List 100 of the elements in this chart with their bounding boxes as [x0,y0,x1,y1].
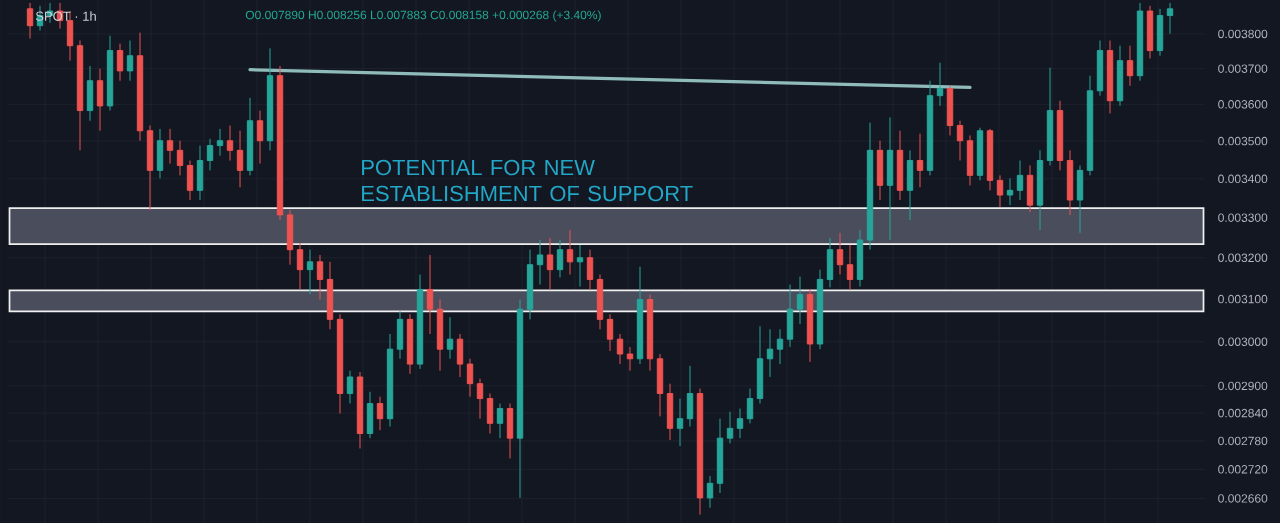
candlestick [426,254,434,335]
candlestick [1006,177,1014,206]
candlestick [506,403,514,459]
candlestick [746,388,754,424]
candlestick [776,328,784,365]
candlestick [1126,45,1134,87]
candlestick [646,293,654,372]
candlestick [586,249,594,290]
candlestick [456,333,464,378]
candlestick [876,140,884,201]
candlestick [926,80,934,176]
candlestick [766,328,774,378]
candlestick [556,239,564,278]
candlestick [716,418,724,494]
candlestick [326,261,334,330]
candlestick [436,299,444,372]
candlestick [1046,67,1054,166]
candlestick [396,310,404,360]
candlestick [916,133,924,188]
candlestick [846,244,854,290]
candlestick [86,65,94,122]
text: O0.007890 H0.008256 L0.007883 C0.008158 +0.000268 (+3.40%) [245,10,601,22]
y-tick-label: 0.002900 [1218,381,1268,391]
candlestick [76,39,84,151]
candlestick [1076,164,1084,234]
candlestick [306,249,314,295]
candlestick [676,398,684,447]
y-tick-label: 0.003000 [1218,337,1268,346]
candlestick [1066,149,1074,216]
candlestick [286,209,294,266]
candlestick [756,325,764,405]
candlestick [986,128,994,191]
candlestick [616,333,624,365]
candlestick [236,130,244,188]
candlestick [266,47,274,151]
candlestick [786,283,794,348]
candlestick [536,239,544,285]
candlestick [936,62,944,107]
candlestick [466,358,474,398]
candlestick [1096,39,1104,97]
candlestick [96,68,104,132]
y-tick-label: 0.003700 [1218,64,1268,73]
candlestick [26,2,34,40]
candlestick [316,254,324,301]
candlestick [1036,149,1044,231]
candlestick [866,122,874,251]
candlestick [836,232,844,276]
candlestick [336,313,344,415]
y-tick-label: 0.003200 [1218,253,1268,263]
candlestick [626,346,634,372]
candlestick [596,274,604,330]
candlestick [1026,164,1034,213]
band-label: POTENTIAL FOR NEW ESTABLISHMENT OF SUPPORT [362,159,693,202]
candlestick [256,110,264,165]
candlestick [226,125,234,162]
candlestick [826,237,834,288]
candlestick [1106,39,1114,114]
candlestick [206,138,214,171]
candlestick [996,174,1004,208]
candlestick [1136,2,1144,82]
candlestick [136,32,144,142]
candlestick [526,249,534,320]
candlestick [666,383,674,441]
candlestick [246,97,254,176]
y-tick-label: 0.003500 [1218,136,1268,146]
candlestick [126,39,134,82]
candlestick [546,237,554,290]
candlestick [386,333,394,427]
candlestick [476,378,484,420]
y-tick-label: 0.002780 [1218,436,1268,446]
candlestick [176,140,184,176]
y-tick-label: 0.003300 [1218,213,1268,222]
candlestick [216,128,224,157]
candlestick [496,403,504,439]
candlestick [796,276,804,325]
candlestick [806,288,814,363]
candlestick [856,229,864,288]
candlestick [486,393,494,435]
candlestick [1166,2,1174,35]
candlestick [696,388,704,516]
candlestick [146,125,154,211]
candlestick [446,316,454,360]
y-tick-label: 0.003100 [1218,294,1268,304]
candlestick [896,130,904,201]
candlestick [636,266,644,365]
candlestick [296,242,304,290]
candlestick [516,299,524,499]
candlestick [606,313,614,352]
candlestick [116,43,124,82]
candlestick [656,353,664,417]
candlestick [886,116,894,241]
candlestick [566,229,574,276]
candlestick [106,35,114,112]
candlestick [366,391,374,439]
candlestick [706,475,714,509]
y-tick-label: 0.002660 [1218,494,1268,503]
candlestick [1146,5,1154,59]
candlestick [276,65,284,221]
candlestick [356,371,364,449]
y-tick-label: 0.002840 [1218,408,1268,418]
